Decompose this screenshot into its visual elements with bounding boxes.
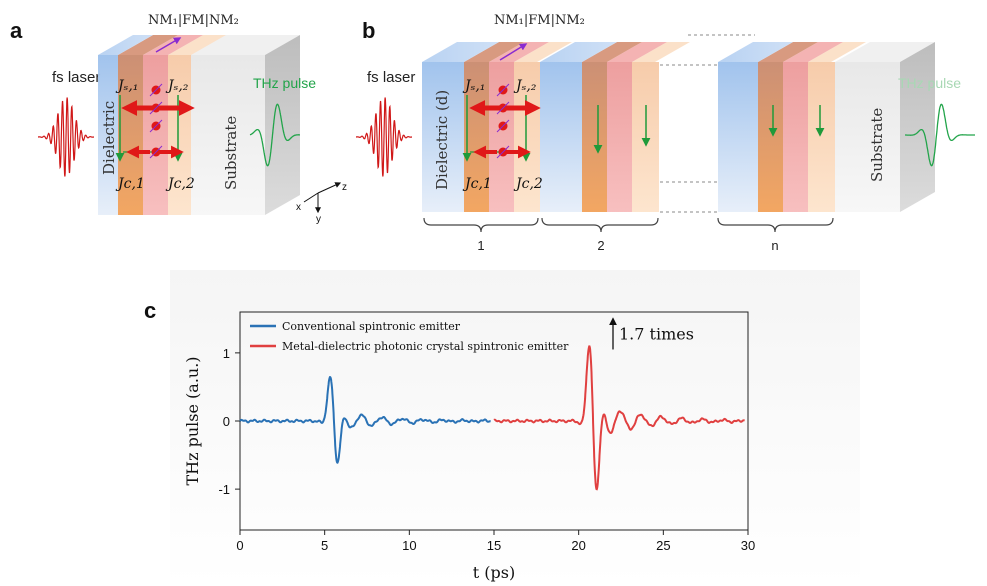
x-tick-label: 0 <box>236 538 243 553</box>
panel-b-stack-label: NM₁|FM|NM₂ <box>494 13 585 28</box>
ellipsis-connectors <box>660 34 755 213</box>
panel-c: c 0 5 10 15 20 25 30 -1 0 1 Conventional spintron… <box>144 270 860 586</box>
panel-a-substrate-label: Substrate <box>222 116 240 190</box>
thz-pulse-icon <box>249 103 300 167</box>
x-tick-label: 20 <box>571 538 585 553</box>
panel-b-substrate-label: Substrate <box>868 108 886 182</box>
unit-2-label: 2 <box>597 238 604 253</box>
axis-y-label: y <box>316 214 321 225</box>
panel-c-background <box>170 270 860 586</box>
panel-a-dielectric-label: Dielectric <box>100 101 118 175</box>
thz-chart: 0 5 10 15 20 25 30 -1 0 1 Conventional spintronic… <box>183 311 755 582</box>
x-axis-label: t (ps) <box>473 563 515 582</box>
jc2-label: Jc,2 <box>165 176 195 192</box>
annotation-label: 1.7 times <box>619 324 694 343</box>
magnetization-arrow <box>155 37 182 53</box>
spin-arrow <box>149 119 163 133</box>
nm2-top <box>168 35 226 55</box>
x-tick-label: 30 <box>741 538 755 553</box>
fs-laser-pulse-icon <box>38 97 94 177</box>
panel-a-laser-label: fs laser <box>52 69 100 86</box>
y-tick-label: -1 <box>218 482 230 497</box>
panel-b-js1-label: Jₛ,₁ <box>462 78 485 94</box>
js2-label: Jₛ,₂ <box>165 78 189 94</box>
nm1-layer <box>118 55 143 215</box>
x-tick-label: 5 <box>321 538 328 553</box>
series-photonic-line <box>493 345 745 491</box>
panel-a-thz-label: THz pulse <box>253 75 316 91</box>
dielectric-top <box>98 35 153 55</box>
x-tick-label: 25 <box>656 538 670 553</box>
substrate-block <box>190 55 265 215</box>
ticks: 0 5 10 15 20 25 30 -1 0 1 <box>218 346 755 553</box>
unit-n-brace <box>717 217 834 233</box>
series-conventional-line <box>239 376 491 464</box>
fm-layer <box>143 55 168 215</box>
fs-laser-pulse-icon <box>356 97 412 177</box>
panel-b-js2-label: Jₛ,₂ <box>513 78 537 94</box>
panel-b-jc1-label: Jc,1 <box>462 176 492 192</box>
panel-b-laser-label: fs laser <box>367 69 415 86</box>
js1-label: Jₛ,₁ <box>115 78 138 94</box>
panel-b-currents <box>462 83 541 162</box>
axis-z-label: z <box>342 182 347 193</box>
axis-x-label: x <box>296 202 301 213</box>
unit-1-label: 1 <box>477 238 484 253</box>
legend-label-conventional: Conventional spintronic emitter <box>282 320 461 333</box>
unit-1-brace <box>423 217 539 233</box>
panel-a: a NM₁|FM|NM₂ fs laser Substrate Dielectr… <box>10 13 347 225</box>
unit-n-label: n <box>771 238 778 253</box>
unit-2 <box>540 42 690 212</box>
unit-n <box>718 42 866 212</box>
panel-a-letter: a <box>10 18 23 43</box>
x-tick-label: 15 <box>487 538 501 553</box>
y-tick-label: 0 <box>223 414 230 429</box>
spin-arrow <box>149 145 163 159</box>
spin-arrow <box>149 83 163 97</box>
substrate-top <box>835 42 935 62</box>
substrate-top <box>190 35 300 55</box>
substrate-side <box>900 42 935 212</box>
panel-c-letter: c <box>144 298 156 323</box>
nm2-layer <box>168 55 191 215</box>
panel-a-stack-label: NM₁|FM|NM₂ <box>148 13 239 28</box>
unit-2-brace <box>541 217 659 233</box>
axes-icon <box>303 182 342 214</box>
substrate-block <box>835 62 900 212</box>
dielectric-layer <box>98 55 118 215</box>
legend-label-photonic: Metal-dielectric photonic crystal spintr… <box>282 340 569 353</box>
panel-b-thz-label: THz pulse <box>898 75 961 91</box>
y-axis-label: THz pulse (a.u.) <box>183 356 202 485</box>
nm1-top <box>118 35 178 55</box>
panel-b-letter: b <box>362 18 375 43</box>
panel-a-currents <box>115 83 195 162</box>
panel-b-dielectric-label: Dielectric (d) <box>433 90 451 190</box>
panel-b-jc2-label: Jc,2 <box>513 176 543 192</box>
y-tick-label: 1 <box>223 346 230 361</box>
spin-arrow <box>149 101 163 115</box>
jc1-label: Jc,1 <box>115 176 145 192</box>
panel-b: b NM₁|FM|NM₂ fs laser Substrate <box>356 13 975 253</box>
x-tick-label: 10 <box>402 538 416 553</box>
thz-pulse-icon <box>905 103 975 167</box>
